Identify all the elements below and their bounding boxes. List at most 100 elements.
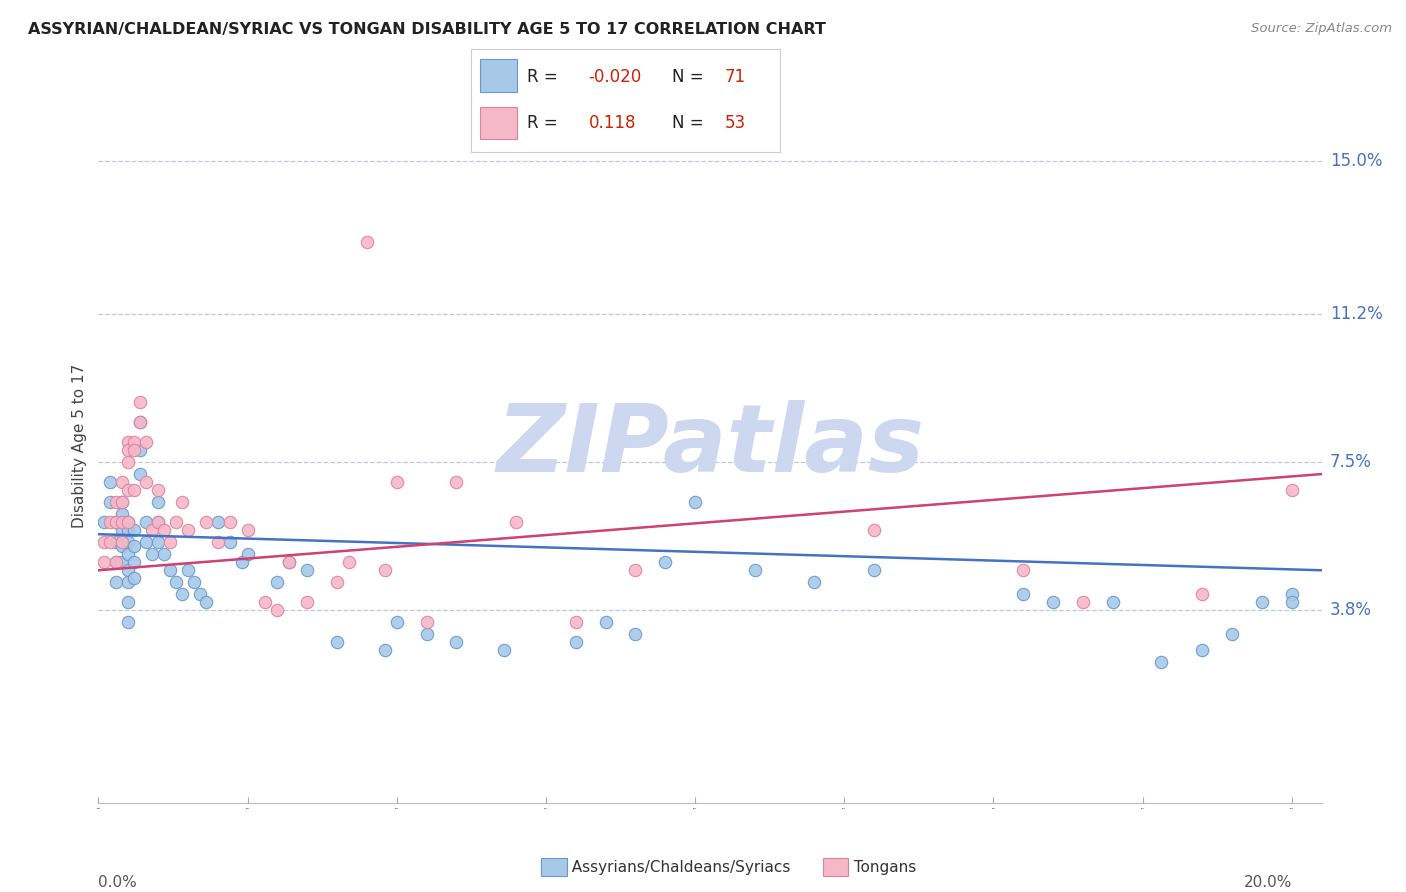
Point [105,495,128,509]
Point [803,575,825,590]
Point [446,475,468,489]
Text: Source: ZipAtlas.com: Source: ZipAtlas.com [1251,22,1392,36]
Point [1191,643,1213,657]
Text: 15.0%: 15.0% [1330,153,1382,170]
Point [111,515,134,529]
Point [505,515,527,529]
Point [278,555,301,569]
Point [1042,595,1064,609]
Text: ZIPatlas: ZIPatlas [496,400,924,492]
Bar [481,59,517,92]
Point [1251,595,1274,609]
Point [266,575,288,590]
Point [565,635,588,649]
Point [1149,656,1171,670]
Point [374,563,396,577]
Point [111,475,134,489]
Point [595,615,617,630]
Point [624,563,647,577]
Point [122,442,145,457]
Point [111,507,134,521]
Point [129,395,152,409]
Point [141,547,163,561]
Point [146,495,169,509]
Point [135,475,157,489]
Point [98,475,121,489]
Point [177,523,200,537]
Point [744,563,766,577]
Point [297,595,319,609]
Point [326,635,349,649]
Point [624,627,647,641]
Point [385,615,408,630]
Point [117,535,139,549]
Point [194,515,217,529]
Point [415,615,437,630]
Point [122,523,145,537]
Text: 0.0%: 0.0% [98,875,138,890]
Text: Tongans: Tongans [844,860,915,874]
Point [105,555,128,569]
Point [146,515,169,529]
Point [218,515,240,529]
Point [218,535,240,549]
Point [165,575,187,590]
Point [236,523,259,537]
Point [1281,483,1303,497]
Point [135,515,157,529]
Text: R =: R = [527,114,557,132]
Point [207,535,229,549]
Point [177,563,200,577]
Point [117,483,139,497]
Point [337,555,360,569]
Y-axis label: Disability Age 5 to 17: Disability Age 5 to 17 [72,364,87,528]
Point [93,535,115,549]
Point [565,615,588,630]
Point [146,535,169,549]
Point [117,442,139,457]
Text: 3.8%: 3.8% [1330,601,1372,619]
Point [654,555,676,569]
Text: 71: 71 [724,68,745,86]
Point [356,235,378,249]
Point [146,483,169,497]
Point [98,495,121,509]
Point [183,575,205,590]
Point [1012,563,1035,577]
Point [146,515,169,529]
Point [385,475,408,489]
Point [446,635,468,649]
Point [122,435,145,450]
Point [93,515,115,529]
Point [159,535,181,549]
Text: 53: 53 [724,114,745,132]
Text: N =: N = [672,114,703,132]
Point [165,515,187,529]
Point [93,555,115,569]
Point [129,415,152,429]
Point [1281,587,1303,601]
Text: N =: N = [672,68,703,86]
Point [111,539,134,553]
Point [1220,627,1243,641]
Point [170,495,193,509]
Point [122,571,145,585]
Point [129,442,152,457]
Point [105,515,128,529]
Point [117,595,139,609]
Point [326,575,349,590]
Point [1012,587,1035,601]
Point [153,523,176,537]
Point [1191,587,1213,601]
Point [231,555,253,569]
Point [105,515,128,529]
Bar [481,106,517,139]
Point [117,455,139,469]
Point [122,555,145,569]
Point [863,523,886,537]
Point [494,643,516,657]
Point [111,555,134,569]
Point [117,563,139,577]
Point [117,515,139,529]
Point [117,515,139,529]
